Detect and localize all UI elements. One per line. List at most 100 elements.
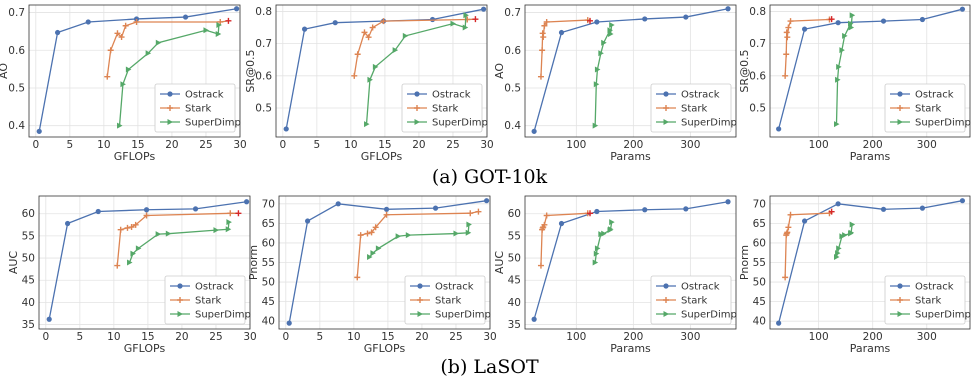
legend-marker-superdimp [417,311,423,317]
data-point-ostrack [383,206,390,212]
data-point-ostrack [725,199,731,205]
data-point-superdimp [405,232,412,239]
y-tick-label: 0.8 [749,6,766,18]
data-point-ostrack [801,26,808,32]
data-point-stark [787,18,794,25]
y-tick-label: 55 [753,257,766,269]
plot-frame [275,4,488,138]
y-tick-label: 0.5 [504,82,521,94]
y-tick-label: 60 [753,237,766,249]
data-point-stark [541,221,548,228]
data-point-superdimp [370,250,376,257]
y-tick-label: 40 [22,297,35,309]
legend-label-stark: Stark [195,296,222,307]
data-point-superdimp [848,229,855,236]
data-point-superdimp [125,66,132,73]
x-tick-label: 20 [415,331,428,343]
data-point-stark [354,274,361,281]
data-point-stark [539,47,546,54]
x-tick-label: 200 [623,331,643,343]
x-axis-label: Params [850,150,891,163]
data-point-superdimp [849,221,856,228]
legend-marker-stark [897,105,903,111]
y-tick-label: 35 [508,319,521,331]
data-point-ostrack [776,126,782,132]
legend-marker-ostrack [167,91,173,97]
legend-marker-ostrack [663,283,669,289]
plot-frame [769,195,971,330]
data-point-superdimp [842,32,848,39]
x-tick-label: 5 [316,331,323,343]
data-point-stark [118,34,125,41]
data-point-ostrack [233,6,240,12]
data-point-superdimp [226,219,232,226]
x-tick-label: 25 [199,139,212,151]
data-point-stark [365,34,372,41]
data-point-ostrack [85,19,91,25]
data-point-superdimp [145,50,152,57]
series-line-ostrack [38,8,237,132]
data-point-ostrack [95,208,101,215]
data-point-ostrack [332,20,338,26]
series-line-stark [353,18,476,76]
data-point-ostrack [725,6,731,12]
x-tick-label: 100 [809,331,829,343]
data-point-ostrack [286,320,292,326]
x-tick-label: 300 [917,331,937,343]
data-point-superdimp [608,31,614,38]
y-axis-label: AO [493,63,506,79]
legend-label-stark: Stark [681,296,708,307]
data-point-superdimp [839,47,845,54]
legend-box [884,275,966,325]
y-tick-label: 60 [262,237,275,249]
data-point-stark [785,24,792,31]
plot-frame [524,4,737,138]
y-tick-label: 65 [262,218,275,230]
x-tick-label: 20 [175,331,188,343]
legend: Ostrack Stark SuperDimp [650,275,737,325]
y-tick-label: 45 [508,275,521,287]
legend-box [650,83,732,133]
legend-label-ostrack: Ostrack [681,282,720,293]
y-tick-label: 55 [22,230,35,242]
legend-marker-superdimp [414,119,420,125]
legend-marker-stark [417,297,423,303]
data-point-ostrack [304,218,311,224]
data-point-stark [235,210,242,217]
x-axis-label: GFLOPs [114,150,156,163]
data-point-superdimp [372,63,379,70]
y-tick-label: 0.4 [8,120,25,132]
x-tick-label: 5 [66,139,73,151]
chart-panel-7: 100 200 300 35 40 45 50 55 60 Params AUC Ostrack Sta… [493,195,737,355]
data-point-ostrack [683,14,689,20]
data-point-stark [369,24,376,31]
chart-panel-1: 0 5 10 15 20 25 30 0.4 0.5 0.6 0.7 GFLOPs AO Ostrack S… [0,4,247,163]
plot-frame [278,195,491,330]
data-point-ostrack [880,206,887,212]
data-point-ostrack [801,218,808,224]
y-tick-label: 60 [508,208,521,220]
x-tick-label: 30 [233,139,246,151]
legend-label-stark: Stark [681,104,708,115]
legend-label-stark: Stark [185,104,212,115]
data-point-superdimp [836,63,842,70]
data-point-stark [541,22,548,29]
chart-panel-4: 100 200 300 0.5 0.6 0.7 0.8 Params SR@0.5 Ostrack… [738,4,971,163]
data-point-ostrack [959,6,966,12]
data-point-ostrack [959,198,966,204]
y-tick-label: 0.5 [749,103,766,115]
data-point-superdimp [609,219,615,226]
x-tick-label: 0 [32,139,39,151]
x-tick-label: 10 [344,139,357,151]
data-point-stark [128,224,135,231]
chart-panel-3: 100 200 300 0.4 0.5 0.6 0.7 Params AO Ostrack Star… [493,4,737,163]
legend-box [154,83,236,133]
data-point-superdimp [594,245,601,252]
legend-marker-stark [414,105,420,111]
y-tick-label: 50 [508,253,521,265]
y-tick-label: 0.6 [504,45,521,57]
legend-marker-ostrack [897,91,903,97]
data-point-stark [472,16,479,23]
data-point-stark [104,73,111,80]
data-point-stark [143,212,150,219]
